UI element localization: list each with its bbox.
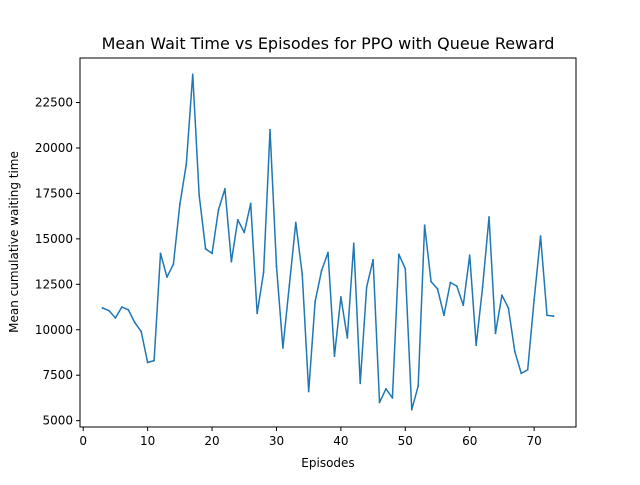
y-tick-label: 22500 (35, 96, 73, 110)
data-point (475, 344, 478, 347)
data-point (211, 252, 213, 255)
data-point (443, 314, 445, 317)
data-point (488, 216, 490, 218)
data-point (294, 221, 297, 224)
series-layer (101, 73, 555, 411)
data-point (159, 252, 162, 255)
data-point (243, 231, 246, 234)
y-tick-label: 10000 (35, 323, 73, 337)
data-point (320, 269, 323, 272)
data-point (327, 251, 329, 254)
data-point (127, 308, 130, 311)
data-point (166, 276, 168, 278)
x-tick-label: 0 (79, 434, 87, 448)
data-point (204, 247, 207, 250)
data-point (236, 218, 239, 221)
data-point (101, 307, 104, 309)
data-point (365, 286, 368, 288)
y-tick-label: 12500 (35, 277, 73, 291)
data-point (539, 235, 542, 238)
data-point (423, 224, 426, 227)
data-point (114, 317, 117, 319)
data-point (552, 315, 555, 318)
data-point (352, 242, 355, 245)
data-point (108, 309, 110, 312)
data-point (262, 271, 265, 274)
data-point (178, 203, 181, 206)
data-point (455, 285, 458, 288)
x-tick-label: 10 (140, 434, 155, 448)
data-point (185, 163, 188, 166)
data-point (501, 294, 503, 297)
data-point (314, 300, 317, 303)
series-line (101, 73, 555, 411)
data-point (481, 286, 484, 288)
data-point (333, 355, 336, 358)
data-point (256, 312, 259, 315)
data-point (397, 253, 400, 256)
data-point (198, 194, 201, 197)
data-point (346, 337, 349, 339)
data-point (494, 332, 497, 335)
chart-title: Mean Wait Time vs Episodes for PPO with … (102, 34, 555, 53)
data-point (230, 260, 233, 263)
data-point (404, 267, 407, 270)
data-point (391, 397, 394, 399)
data-point (520, 372, 523, 375)
data-point (224, 187, 226, 190)
y-tick-label: 15000 (35, 232, 73, 246)
data-point (526, 368, 529, 371)
data-point (359, 382, 362, 385)
data-point (146, 361, 149, 364)
data-point (436, 287, 439, 290)
data-point (307, 390, 310, 393)
data-point (249, 202, 252, 205)
y-tick-label: 17500 (35, 186, 73, 200)
data-point (378, 401, 381, 404)
data-point (468, 254, 471, 257)
data-point (153, 359, 155, 362)
data-point (430, 280, 432, 283)
data-point (385, 387, 387, 390)
data-point (120, 306, 123, 308)
data-point (191, 73, 194, 76)
data-point (449, 281, 452, 284)
x-tick-label: 60 (462, 434, 477, 448)
y-tick-label: 5000 (42, 414, 73, 428)
data-point (282, 347, 284, 349)
data-point (533, 298, 536, 301)
data-point (275, 265, 278, 268)
y-axis-label: Mean cumulative waiting time (7, 151, 21, 333)
y-tick-label: 7500 (42, 368, 73, 382)
data-point (507, 307, 510, 309)
plot-area-frame (79, 57, 577, 428)
data-point (513, 350, 516, 353)
data-point (372, 258, 374, 261)
data-point (339, 296, 342, 298)
x-tick-label: 20 (204, 434, 219, 448)
data-point (269, 128, 271, 131)
ticks-layer: 0 10 20 30 40 50 60 70 5000 7500 10000 12500 15000 17… (35, 96, 542, 448)
data-point (301, 273, 304, 276)
data-point (410, 408, 413, 411)
data-point (172, 263, 175, 266)
x-tick-label: 70 (526, 434, 541, 448)
data-point (417, 385, 420, 387)
data-point (546, 314, 548, 317)
x-axis-label: Episodes (301, 456, 354, 470)
data-point (288, 284, 291, 287)
y-tick-label: 20000 (35, 141, 73, 155)
data-point (140, 330, 143, 333)
x-tick-label: 50 (398, 434, 413, 448)
x-tick-label: 30 (269, 434, 284, 448)
data-point (133, 321, 136, 324)
data-point (217, 208, 220, 211)
data-point (462, 304, 465, 307)
x-tick-label: 40 (333, 434, 348, 448)
